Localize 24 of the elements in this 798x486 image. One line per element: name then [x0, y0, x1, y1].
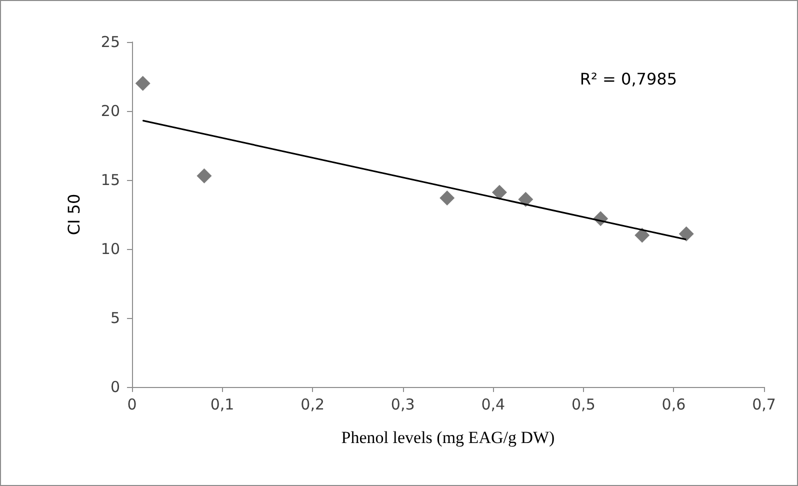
x-tick-label: 0,1 — [210, 396, 234, 414]
y-tick-label: 25 — [100, 33, 120, 51]
point — [196, 168, 212, 184]
x-axis-title: Phenol levels (mg EAG/g DW) — [341, 428, 555, 447]
y-axis-title: CI 50 — [64, 194, 84, 236]
annotation: R² = 0,7985 — [580, 70, 677, 88]
x-tick-label: 0,5 — [572, 396, 596, 414]
x-tick-label: 0,6 — [662, 396, 686, 414]
point — [492, 184, 507, 200]
x-tick-label: 0,7 — [752, 396, 776, 414]
y-tick-label: 20 — [100, 102, 120, 120]
x-tick-label: 0,3 — [390, 396, 415, 414]
point — [440, 190, 455, 206]
y-tick-label: 10 — [100, 240, 120, 258]
point — [518, 192, 534, 207]
x-tick-label: 0 — [127, 396, 137, 414]
y-tick-label: 0 — [110, 378, 120, 396]
y-tick-label: 5 — [110, 309, 120, 327]
point — [135, 76, 150, 91]
x-tick-label: 0,2 — [300, 396, 324, 414]
y-tick-label: 15 — [100, 171, 120, 189]
point — [678, 226, 694, 242]
x-tick-label: 0,4 — [481, 396, 506, 414]
point — [634, 228, 650, 243]
